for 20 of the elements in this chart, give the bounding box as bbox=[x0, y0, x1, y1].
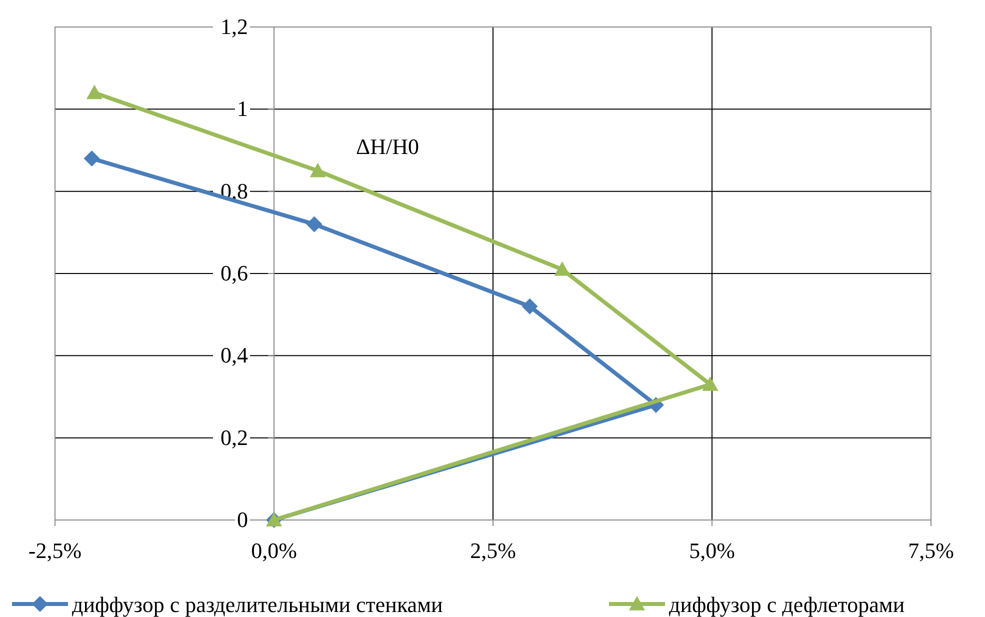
y-tick-label: 1,2 bbox=[220, 14, 248, 39]
point bbox=[84, 150, 100, 166]
y-tick-label: 0,2 bbox=[220, 424, 248, 450]
x-tick-label: -2,5% bbox=[28, 538, 82, 563]
y-tick-label: 0,4 bbox=[220, 342, 248, 368]
point bbox=[306, 216, 322, 232]
point bbox=[522, 298, 538, 314]
x-tick-label: 2,5% bbox=[470, 538, 516, 563]
legend-label: диффузор с разделительными стенками bbox=[72, 592, 443, 617]
point bbox=[310, 162, 326, 178]
y-tick-label: 0 bbox=[237, 507, 248, 532]
annotation: ΔH/H0 bbox=[356, 134, 420, 159]
y-tick-label: 1 bbox=[237, 96, 248, 122]
legend-label: диффузор с дефлеторами bbox=[669, 592, 905, 617]
x-tick-label: 5,0% bbox=[689, 538, 735, 563]
x-tick-label: 7,5% bbox=[908, 538, 954, 563]
y-tick-label: 0,6 bbox=[220, 260, 248, 286]
x-tick-label: 0,0% bbox=[251, 538, 297, 563]
point bbox=[702, 376, 718, 391]
point bbox=[86, 84, 102, 100]
